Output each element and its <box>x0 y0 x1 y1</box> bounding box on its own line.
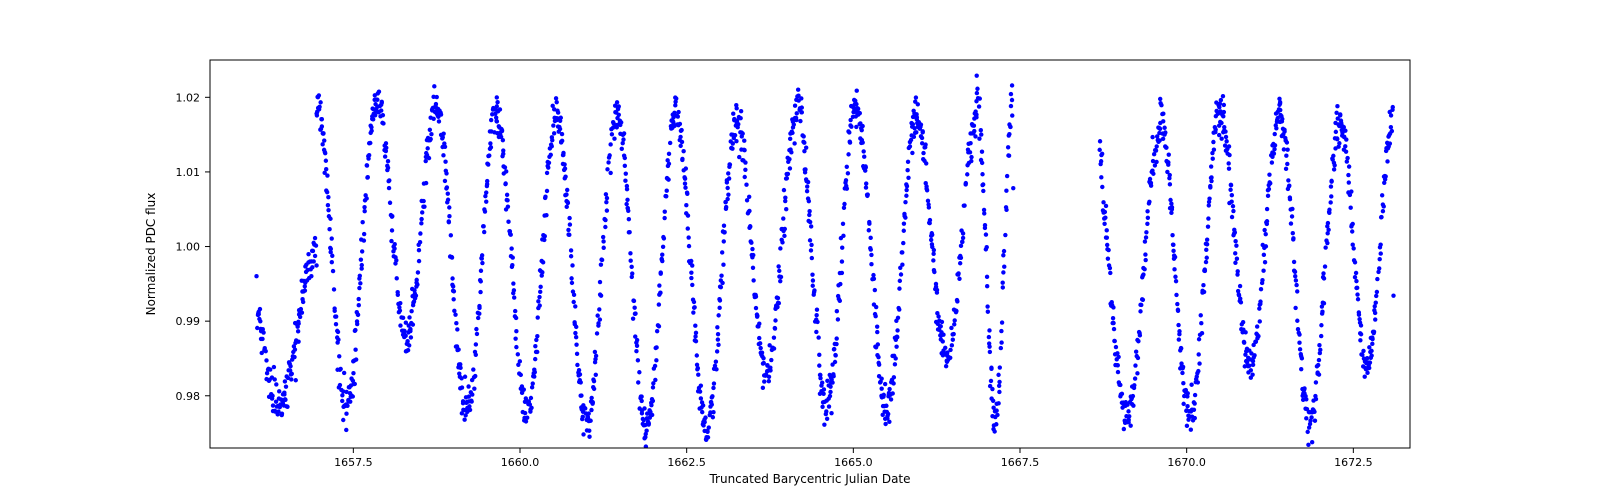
y-tick-label: 0.98 <box>176 390 201 403</box>
x-tick-label: 1667.5 <box>1001 456 1040 469</box>
y-tick-label: 0.99 <box>176 315 201 328</box>
x-tick-label: 1670.0 <box>1167 456 1206 469</box>
y-tick-label: 1.00 <box>176 241 201 254</box>
x-tick-label: 1660.0 <box>501 456 540 469</box>
y-tick-label: 1.02 <box>176 91 201 104</box>
x-tick-label: 1672.5 <box>1334 456 1373 469</box>
x-tick-label: 1665.0 <box>834 456 873 469</box>
x-tick-label: 1662.5 <box>667 456 706 469</box>
chart-container: 1657.5 1660.0 1662.5 1665.0 1667.5 1670.0 1672… <box>0 0 1600 500</box>
y-tick-label: 1.01 <box>176 166 201 179</box>
x-axis-label: Truncated Barycentric Julian Date <box>708 472 910 486</box>
light-curve-chart: 1657.5 1660.0 1662.5 1665.0 1667.5 1670.0 1672… <box>0 0 1600 500</box>
y-axis-label: Normalized PDC flux <box>144 193 158 316</box>
axes-bg <box>210 60 1410 448</box>
x-tick-label: 1657.5 <box>334 456 373 469</box>
